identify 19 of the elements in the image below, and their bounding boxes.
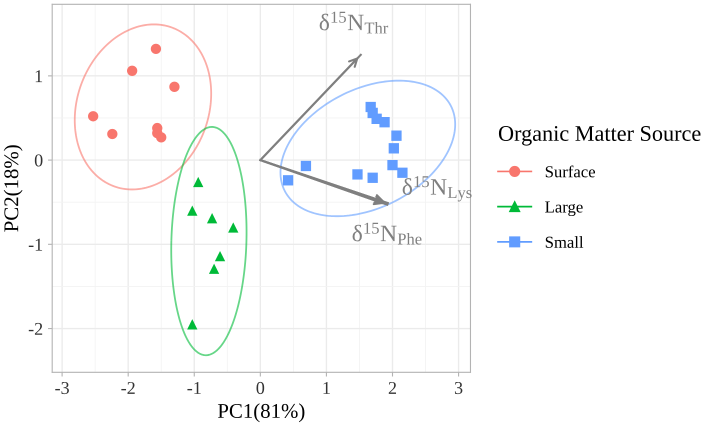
x-tick-label: -3 (55, 382, 69, 394)
x-tick-label: -2 (121, 382, 135, 394)
y-tick-label: 0 (34, 154, 42, 167)
x-tick-label: -1 (187, 382, 201, 394)
legend-label: Large (545, 202, 583, 216)
y-tick-label: -2 (28, 322, 42, 335)
series-label: δ$^{15}$N$_{Phe}$ (352, 222, 422, 245)
x-axis-title: PC1(81%) (218, 403, 304, 422)
y-tick-label: 1 (36, 70, 42, 82)
y-axis-title: PC2(18%) (4, 145, 23, 232)
x-tick-label: 0 (256, 382, 264, 394)
legend-label: Small (546, 236, 584, 248)
x-tick-label: 3 (454, 382, 462, 394)
x-tick-label: 1 (323, 382, 330, 394)
x-tick-label: 2 (388, 382, 396, 394)
legend-title: Organic Matter Source (498, 126, 700, 146)
y-tick-label: -1 (28, 238, 42, 251)
series-label: δ$^{15}$N$_{Thr}$ (320, 12, 388, 34)
legend-label: Surface (546, 166, 596, 178)
